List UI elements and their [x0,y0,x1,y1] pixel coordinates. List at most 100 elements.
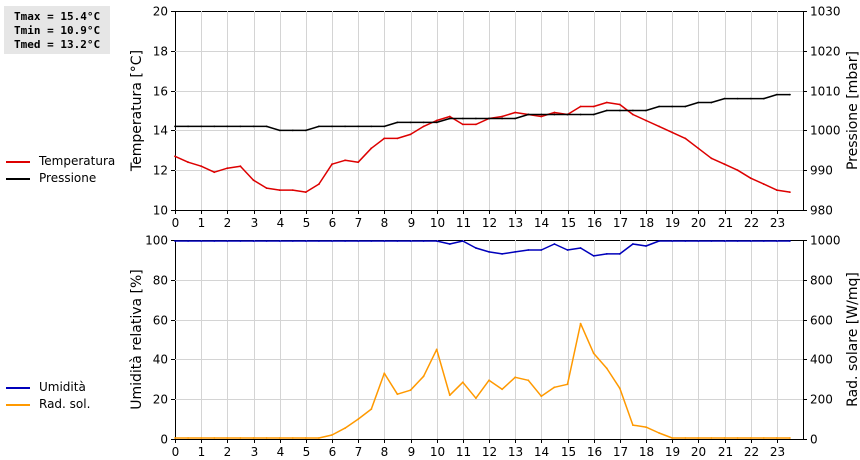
y-right-tick-label-bottom: 400 [810,353,833,367]
series-line-temperatura [174,101,791,193]
data-point-temperatura [357,161,360,164]
data-point-temperatura [789,191,791,194]
data-point-umidit [710,240,713,242]
x-tick-label-bottom: 7 [355,445,363,459]
data-point-umidit [422,240,425,242]
x-tick-label-bottom: 22 [744,445,759,459]
data-point-temperatura [579,105,582,108]
data-point-rad-sol [723,437,726,439]
x-tick-label-bottom: 2 [224,445,232,459]
data-point-temperatura [749,177,752,180]
data-point-pressione [200,125,203,128]
data-point-pressione [448,117,451,120]
data-point-pressione [370,125,373,128]
data-point-pressione [762,97,765,100]
x-tick-label-top: 21 [718,216,733,230]
y-left-tick-label-top: 10 [153,204,168,218]
data-point-rad-sol [422,375,425,378]
data-point-temperatura [174,155,176,158]
data-point-rad-sol [370,408,373,410]
data-point-pressione [723,97,726,100]
x-tick-label-bottom: 23 [770,445,785,459]
data-point-umidit [213,240,216,242]
data-point-pressione [174,125,176,128]
data-point-pressione [710,101,713,104]
stats-tmax: Tmax = 15.4°C [14,10,101,23]
data-point-rad-sol [488,379,490,382]
data-point-temperatura [370,147,373,150]
data-point-pressione [252,125,255,128]
data-point-temperatura [318,183,320,186]
data-point-temperatura [723,163,726,166]
data-point-umidit [723,240,726,242]
data-point-pressione [488,117,490,120]
data-point-umidit [762,240,765,242]
legend-swatch-rad-sol [6,404,30,406]
x-tick-label-top: 23 [770,216,785,230]
x-tick-label-bottom: 4 [277,445,285,459]
x-tick-label-top: 18 [639,216,654,230]
x-tick-label-top: 15 [561,216,576,230]
y-left-axis-title-bottom: Umidità relativa [%] [129,269,145,410]
data-point-temperatura [213,171,216,174]
data-point-rad-sol [553,386,556,389]
y-left-axis-title-top: Temperatura [°C] [129,50,145,172]
data-point-pressione [749,97,752,100]
data-point-rad-sol [344,427,346,429]
x-tick-label-bottom: 3 [251,445,259,459]
data-point-temperatura [291,189,294,192]
data-point-pressione [645,109,647,112]
y-left-tick-label-top: 20 [153,5,168,19]
legend-swatch-temperatura [6,161,30,163]
x-tick-label-bottom: 8 [381,445,389,459]
data-point-umidit [527,249,530,251]
data-point-rad-sol [278,437,281,439]
y-left-tick-label-top: 18 [153,45,168,59]
data-point-pressione [618,109,621,112]
data-point-pressione [226,125,229,128]
data-point-rad-sol [435,348,438,351]
data-point-temperatura [396,137,399,140]
y-right-tick-label-top: 1030 [810,5,841,19]
data-point-umidit [174,240,176,242]
legend-swatch-umidita [6,387,30,389]
data-point-umidit [448,243,451,245]
data-point-pressione [775,93,778,96]
legend-label-temperatura: Temperatura [39,154,116,168]
data-point-pressione [435,121,438,124]
data-point-pressione [187,125,190,128]
x-tick-label-top: 8 [381,216,389,230]
data-point-rad-sol [736,437,739,439]
data-point-umidit [514,251,517,253]
x-tick-label-bottom: 5 [303,445,311,459]
data-point-pressione [605,109,608,112]
legend-label-pressione: Pressione [39,171,97,185]
data-point-temperatura [632,113,634,116]
data-point-temperatura [200,165,203,168]
x-tick-label-bottom: 19 [665,445,680,459]
data-point-rad-sol [762,437,765,439]
x-tick-label-top: 4 [277,216,285,230]
data-point-temperatura [553,111,556,114]
data-point-pressione [697,101,700,104]
data-point-rad-sol [409,389,412,392]
y-right-tick-label-top: 990 [810,164,833,178]
x-tick-label-top: 10 [430,216,445,230]
y-right-tick-label-bottom: 1000 [810,234,841,248]
data-point-umidit [684,240,687,242]
x-tick-label-bottom: 17 [613,445,628,459]
data-point-temperatura [265,187,268,190]
y-right-axis-title-bottom: Rad. solare [W/mq] [845,272,860,407]
data-point-temperatura [762,183,765,186]
data-point-rad-sol [396,393,399,396]
data-point-temperatura [344,159,346,162]
data-point-rad-sol [291,437,294,439]
data-point-rad-sol [174,437,176,439]
x-tick-label-top: 12 [482,216,497,230]
data-point-pressione [409,121,412,124]
data-point-pressione [592,113,595,116]
data-point-umidit [383,240,386,242]
data-point-rad-sol [658,432,660,434]
stats-tmed: Tmed = 13.2°C [14,38,101,51]
data-point-pressione [461,117,464,120]
